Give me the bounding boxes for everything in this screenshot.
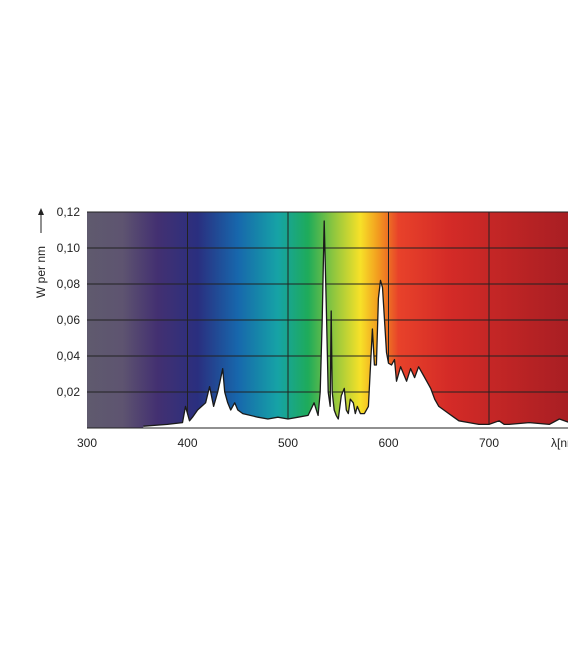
x-axis-title: λ[nm] <box>551 436 568 450</box>
y-tick-label: 0,08 <box>57 277 81 291</box>
y-tick-label: 0,10 <box>57 241 81 255</box>
x-tick-label: 600 <box>378 436 398 450</box>
y-axis-ticks: 0,02 0,04 0,06 0,08 0,10 0,12 <box>57 205 81 399</box>
y-tick-label: 0,12 <box>57 205 81 219</box>
y-tick-label: 0,04 <box>57 349 81 363</box>
x-tick-label: 700 <box>479 436 499 450</box>
spectral-line <box>143 220 568 427</box>
y-tick-label: 0,02 <box>57 385 81 399</box>
x-tick-label: 400 <box>177 436 197 450</box>
x-tick-label: 300 <box>77 436 97 450</box>
y-tick-label: 0,06 <box>57 313 81 327</box>
y-axis-arrowhead <box>38 208 44 215</box>
y-axis-title-group: W per nm <box>34 208 48 298</box>
x-tick-label: 500 <box>278 436 298 450</box>
x-axis-ticks: 300 400 500 600 700 <box>77 436 499 450</box>
y-axis-title: W per nm <box>34 246 48 298</box>
